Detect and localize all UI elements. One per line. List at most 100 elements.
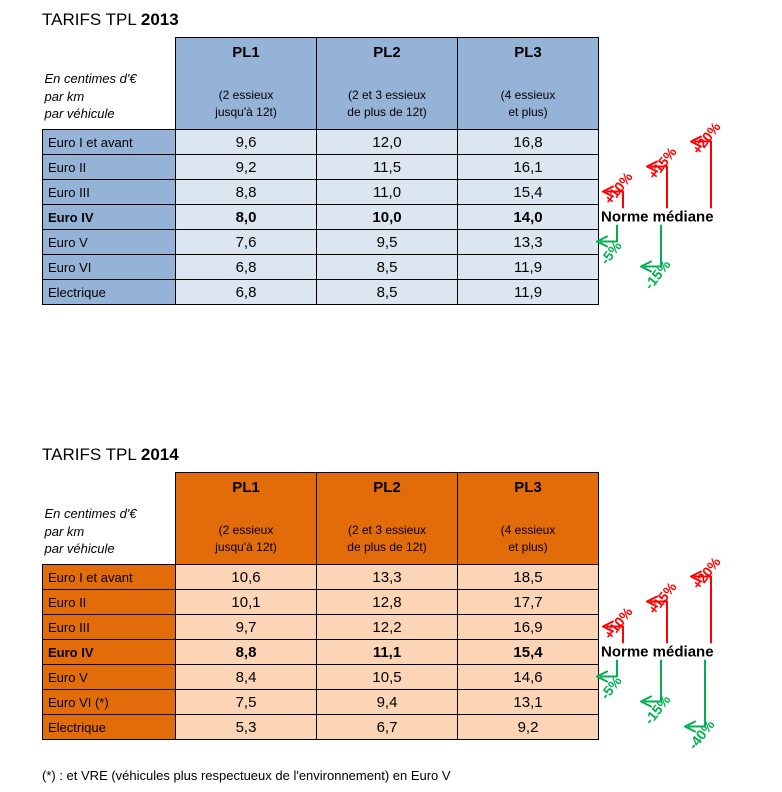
column-subtitle-line: jusqu'à 12t) [215,540,277,555]
row-label: Euro I et avant [42,564,176,590]
unit-label-line: par km [44,88,85,104]
value-cell: 9,4 [316,689,458,715]
row-label: Euro III [42,179,176,205]
column-subtitle: (4 essieux et plus) [459,87,598,122]
value-cell: 7,5 [175,689,317,715]
value-cell: 11,0 [316,179,458,205]
left-arrowhead-icon [684,720,696,733]
footnote: (*) : et VRE (véhicules plus respectueux… [42,768,451,783]
decrease-percent-label: -15% [641,691,674,727]
column-subtitle: (2 et 3 essieux de plus de 12t) [318,87,457,122]
value-cell: 6,8 [175,254,317,280]
value-cell: 8,4 [175,664,317,690]
value-cell: 11,9 [457,254,599,280]
title-year: 2013 [140,10,179,29]
increase-bracket [690,570,712,644]
median-label: Norme médiane [601,209,714,226]
column-subtitle: (2 et 3 essieux de plus de 12t) [318,522,457,557]
annotations-2014: +10%+15%+20%-5%-15%-40%Norme médiane [596,554,724,752]
column-name: PL1 [232,479,260,496]
row-label: Euro II [42,589,176,615]
value-cell: 18,5 [457,564,599,590]
increase-bracket-line [650,165,668,209]
median-label: Norme médiane [601,644,714,661]
table-row: Euro V 7,6 9,5 13,3 [42,229,599,255]
increase-bracket [646,160,668,209]
left-arrowhead-icon [596,235,608,248]
column-header-pl1: PL1 (2 essieux jusqu'à 12t) [175,472,317,565]
value-cell: 17,7 [457,589,599,615]
decrease-bracket-line [688,659,706,728]
table-title-2013: TARIFS TPL 2013 [42,10,782,30]
table-wrap-2013: En centimes d'€ par km par véhicule PL1 (2 e… [42,37,724,305]
increase-bracket-line [606,190,624,209]
value-cell: 12,8 [316,589,458,615]
left-arrowhead-icon [690,135,702,148]
row-label: Euro IV [42,639,176,665]
left-arrowhead-icon [690,570,702,583]
increase-percent-label: +20% [689,119,724,158]
value-cell: 8,5 [316,279,458,305]
column-name: PL3 [514,44,542,61]
annotations-2013: +10%+15%+20%-5%-15%Norme médiane [596,119,724,292]
left-arrowhead-icon [602,620,614,633]
column-header-pl2: PL2 (2 et 3 essieux de plus de 12t) [316,472,458,565]
value-cell: 7,6 [175,229,317,255]
left-arrowhead-icon [646,595,658,608]
value-cell: 10,0 [316,204,458,230]
tarifs-2014-block: TARIFS TPL 2014 En centimes d'€ par km par… [42,445,782,752]
table-row: Euro IV 8,8 11,1 15,4 [42,639,599,665]
tarif-table-2014: En centimes d'€ par km par véhicule PL1 (2 e… [42,472,599,740]
row-label: Electrique [42,279,176,305]
value-cell: 13,3 [316,564,458,590]
decrease-bracket [596,224,618,248]
value-cell: 6,7 [316,714,458,740]
increase-bracket [602,185,624,209]
table-wrap-2014: En centimes d'€ par km par véhicule PL1 (2 e… [42,472,724,752]
row-label: Euro V [42,664,176,690]
table-row: Euro VI (*) 7,5 9,4 13,1 [42,689,599,715]
title-prefix: TARIFS TPL [42,10,137,29]
table-row: Euro V 8,4 10,5 14,6 [42,664,599,690]
decrease-bracket [684,659,706,733]
value-cell: 13,1 [457,689,599,715]
table-row: Euro I et avant 9,6 12,0 16,8 [42,129,599,155]
title-prefix: TARIFS TPL [42,445,137,464]
column-subtitle-line: (2 essieux [218,88,274,102]
increase-percent-label: +10% [601,604,636,643]
left-arrowhead-icon [602,185,614,198]
column-header-pl3: PL3 (4 essieux et plus) [457,37,599,130]
decrease-bracket-line [644,224,662,268]
table-row: Euro I et avant 10,6 13,3 18,5 [42,564,599,590]
increase-percent-label: +10% [601,169,636,208]
increase-bracket-line [694,140,712,209]
increase-bracket-line [650,600,668,644]
table-row: Electrique 5,3 6,7 9,2 [42,714,599,740]
row-label: Euro II [42,154,176,180]
table-row: Euro II 9,2 11,5 16,1 [42,154,599,180]
left-arrowhead-icon [646,160,658,173]
column-subtitle-line: (2 et 3 essieux [347,523,427,537]
unit-label-cell: En centimes d'€ par km par véhicule [42,37,176,130]
value-cell: 5,3 [175,714,317,740]
value-cell: 11,9 [457,279,599,305]
column-subtitle: (2 essieux jusqu'à 12t) [177,87,316,122]
row-label: Euro V [42,229,176,255]
column-subtitle-line: jusqu'à 12t) [215,105,277,120]
increase-bracket [646,595,668,644]
left-arrowhead-icon [596,670,608,683]
column-subtitle-line: (2 essieux [218,523,274,537]
row-label: Euro VI (*) [42,689,176,715]
decrease-percent-label: -15% [641,256,674,292]
left-arrowhead-icon [640,695,652,708]
column-name: PL1 [232,44,260,61]
decrease-bracket-line [600,659,618,678]
header-row: En centimes d'€ par km par véhicule PL1 (2 e… [42,37,599,130]
table-row: Electrique 6,8 8,5 11,9 [42,279,599,305]
increase-percent-label: +15% [645,579,680,618]
row-label: Euro I et avant [42,129,176,155]
value-cell: 16,1 [457,154,599,180]
value-cell: 11,1 [316,639,458,665]
column-header-pl3: PL3 (4 essieux et plus) [457,472,599,565]
